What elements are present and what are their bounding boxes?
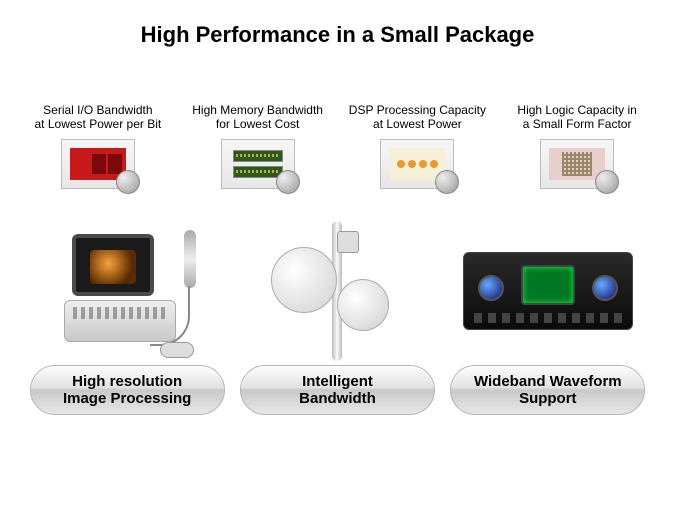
app-label: Wideband Waveform Support — [474, 373, 622, 408]
chip-graphic — [549, 148, 605, 180]
features-row: Serial I/O Bandwidth at Lowest Power per… — [0, 103, 675, 189]
chip-graphic — [70, 148, 126, 180]
app-label-line2: Bandwidth — [299, 390, 376, 407]
feature-label: Serial I/O Bandwidth at Lowest Power per… — [35, 103, 162, 133]
feature-label-line2: at Lowest Power — [373, 117, 462, 131]
applications-row: High resolution Image Processing Intelli… — [0, 221, 675, 415]
feature-dsp: DSP Processing Capacity at Lowest Power — [342, 103, 492, 189]
app-label: Intelligent Bandwidth — [299, 373, 376, 408]
app-pill: Wideband Waveform Support — [450, 365, 645, 415]
app-image-processing: High resolution Image Processing — [30, 221, 225, 415]
app-label-line1: High resolution — [72, 373, 182, 390]
ultrasound-icon — [42, 221, 212, 361]
feature-label: High Logic Capacity in a Small Form Fact… — [517, 103, 636, 133]
chip-graphic — [389, 148, 445, 180]
feature-logic-capacity: High Logic Capacity in a Small Form Fact… — [502, 103, 652, 189]
chip-icon-serial-io — [61, 139, 135, 189]
app-pill: Intelligent Bandwidth — [240, 365, 435, 415]
chip-icon-logic — [540, 139, 614, 189]
page-title: High Performance in a Small Package — [0, 0, 675, 48]
feature-serial-io: Serial I/O Bandwidth at Lowest Power per… — [23, 103, 173, 189]
chip-icon-memory — [221, 139, 295, 189]
feature-label-line1: High Memory Bandwidth — [192, 103, 323, 117]
feature-memory-bandwidth: High Memory Bandwidth for Lowest Cost — [183, 103, 333, 189]
app-intelligent-bandwidth: Intelligent Bandwidth — [240, 221, 435, 415]
feature-label-line1: Serial I/O Bandwidth — [43, 103, 152, 117]
app-label-line1: Intelligent — [302, 373, 373, 390]
feature-label: DSP Processing Capacity at Lowest Power — [349, 103, 486, 133]
feature-label-line1: DSP Processing Capacity — [349, 103, 486, 117]
app-wideband-waveform: Wideband Waveform Support — [450, 221, 645, 415]
chip-graphic — [230, 148, 286, 180]
app-label: High resolution Image Processing — [63, 373, 191, 408]
feature-label-line1: High Logic Capacity in — [517, 103, 636, 117]
feature-label-line2: for Lowest Cost — [216, 117, 299, 131]
app-label-line2: Image Processing — [63, 390, 191, 407]
radio-icon — [463, 221, 633, 361]
app-label-line2: Support — [519, 390, 577, 407]
feature-label-line2: at Lowest Power per Bit — [35, 117, 162, 131]
feature-label-line2: a Small Form Factor — [523, 117, 632, 131]
chip-icon-dsp — [380, 139, 454, 189]
app-label-line1: Wideband Waveform — [474, 373, 622, 390]
antenna-icon — [252, 221, 422, 361]
app-pill: High resolution Image Processing — [30, 365, 225, 415]
feature-label: High Memory Bandwidth for Lowest Cost — [192, 103, 323, 133]
